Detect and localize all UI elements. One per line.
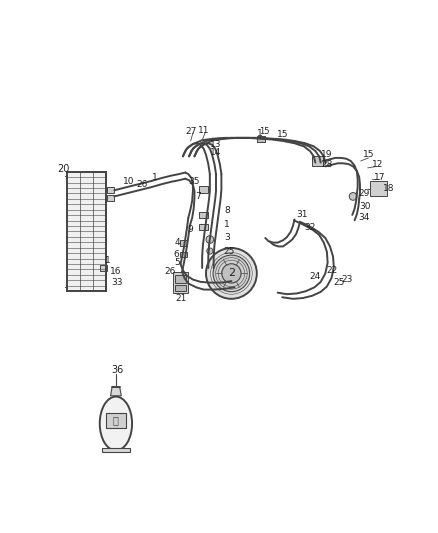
Bar (100, 265, 107, 271)
Bar (370, 181, 387, 196)
Text: 18: 18 (383, 184, 394, 193)
Text: 21: 21 (175, 294, 186, 303)
Text: 26: 26 (164, 268, 176, 276)
Ellipse shape (100, 397, 132, 450)
Bar (199, 185, 208, 193)
Text: 15: 15 (277, 130, 289, 139)
Circle shape (207, 248, 213, 254)
Text: 22: 22 (326, 266, 337, 275)
Circle shape (206, 236, 214, 244)
Text: 1: 1 (224, 220, 230, 229)
Text: 1: 1 (257, 129, 263, 138)
Text: 36: 36 (111, 366, 124, 375)
Bar (67, 172, 106, 291)
Bar (107, 195, 114, 201)
Text: 32: 32 (304, 223, 316, 232)
Circle shape (213, 255, 250, 292)
Bar (180, 240, 187, 246)
Text: 6: 6 (174, 249, 180, 259)
Bar (175, 275, 186, 282)
Text: 12: 12 (372, 159, 383, 168)
Text: 19: 19 (321, 150, 332, 158)
Bar (180, 252, 187, 257)
Text: 10: 10 (123, 177, 134, 186)
Text: 34: 34 (358, 213, 370, 222)
Text: 2: 2 (228, 269, 235, 278)
Bar (107, 187, 114, 193)
Circle shape (349, 192, 357, 200)
Text: 1: 1 (105, 256, 110, 265)
Polygon shape (110, 387, 121, 396)
Text: 24: 24 (310, 272, 321, 281)
Text: 31: 31 (297, 211, 308, 220)
Text: 26: 26 (136, 180, 148, 189)
Bar (199, 212, 208, 218)
Text: 17: 17 (374, 173, 386, 182)
Text: 4: 4 (175, 238, 180, 247)
Text: 25: 25 (333, 278, 345, 287)
Text: 5: 5 (174, 258, 180, 267)
Text: 20: 20 (57, 164, 70, 174)
Bar (175, 285, 186, 291)
Bar (173, 272, 188, 294)
Text: 29: 29 (358, 189, 370, 198)
Text: 13: 13 (210, 140, 222, 149)
Text: 14: 14 (210, 148, 222, 157)
Bar (312, 156, 323, 166)
Bar (257, 136, 265, 142)
Text: 8: 8 (224, 206, 230, 215)
Text: 11: 11 (198, 126, 209, 135)
Text: 15: 15 (259, 127, 270, 136)
Text: 9: 9 (188, 225, 194, 234)
Text: 1: 1 (152, 173, 157, 182)
Text: 16: 16 (110, 268, 122, 276)
Text: 25: 25 (223, 247, 235, 255)
Text: 3: 3 (224, 233, 230, 241)
Text: 35: 35 (189, 176, 200, 185)
Text: 30: 30 (360, 202, 371, 211)
Text: 27: 27 (185, 127, 196, 136)
Bar (106, 413, 126, 428)
Text: 15: 15 (363, 150, 374, 159)
Bar (102, 448, 130, 452)
Text: 28: 28 (321, 159, 332, 168)
Text: 7: 7 (195, 192, 201, 201)
Text: 33: 33 (112, 278, 123, 287)
Text: Ⓜ: Ⓜ (113, 415, 119, 425)
Circle shape (206, 248, 257, 299)
Bar (199, 224, 208, 230)
Circle shape (222, 264, 241, 283)
Text: 23: 23 (341, 275, 353, 284)
